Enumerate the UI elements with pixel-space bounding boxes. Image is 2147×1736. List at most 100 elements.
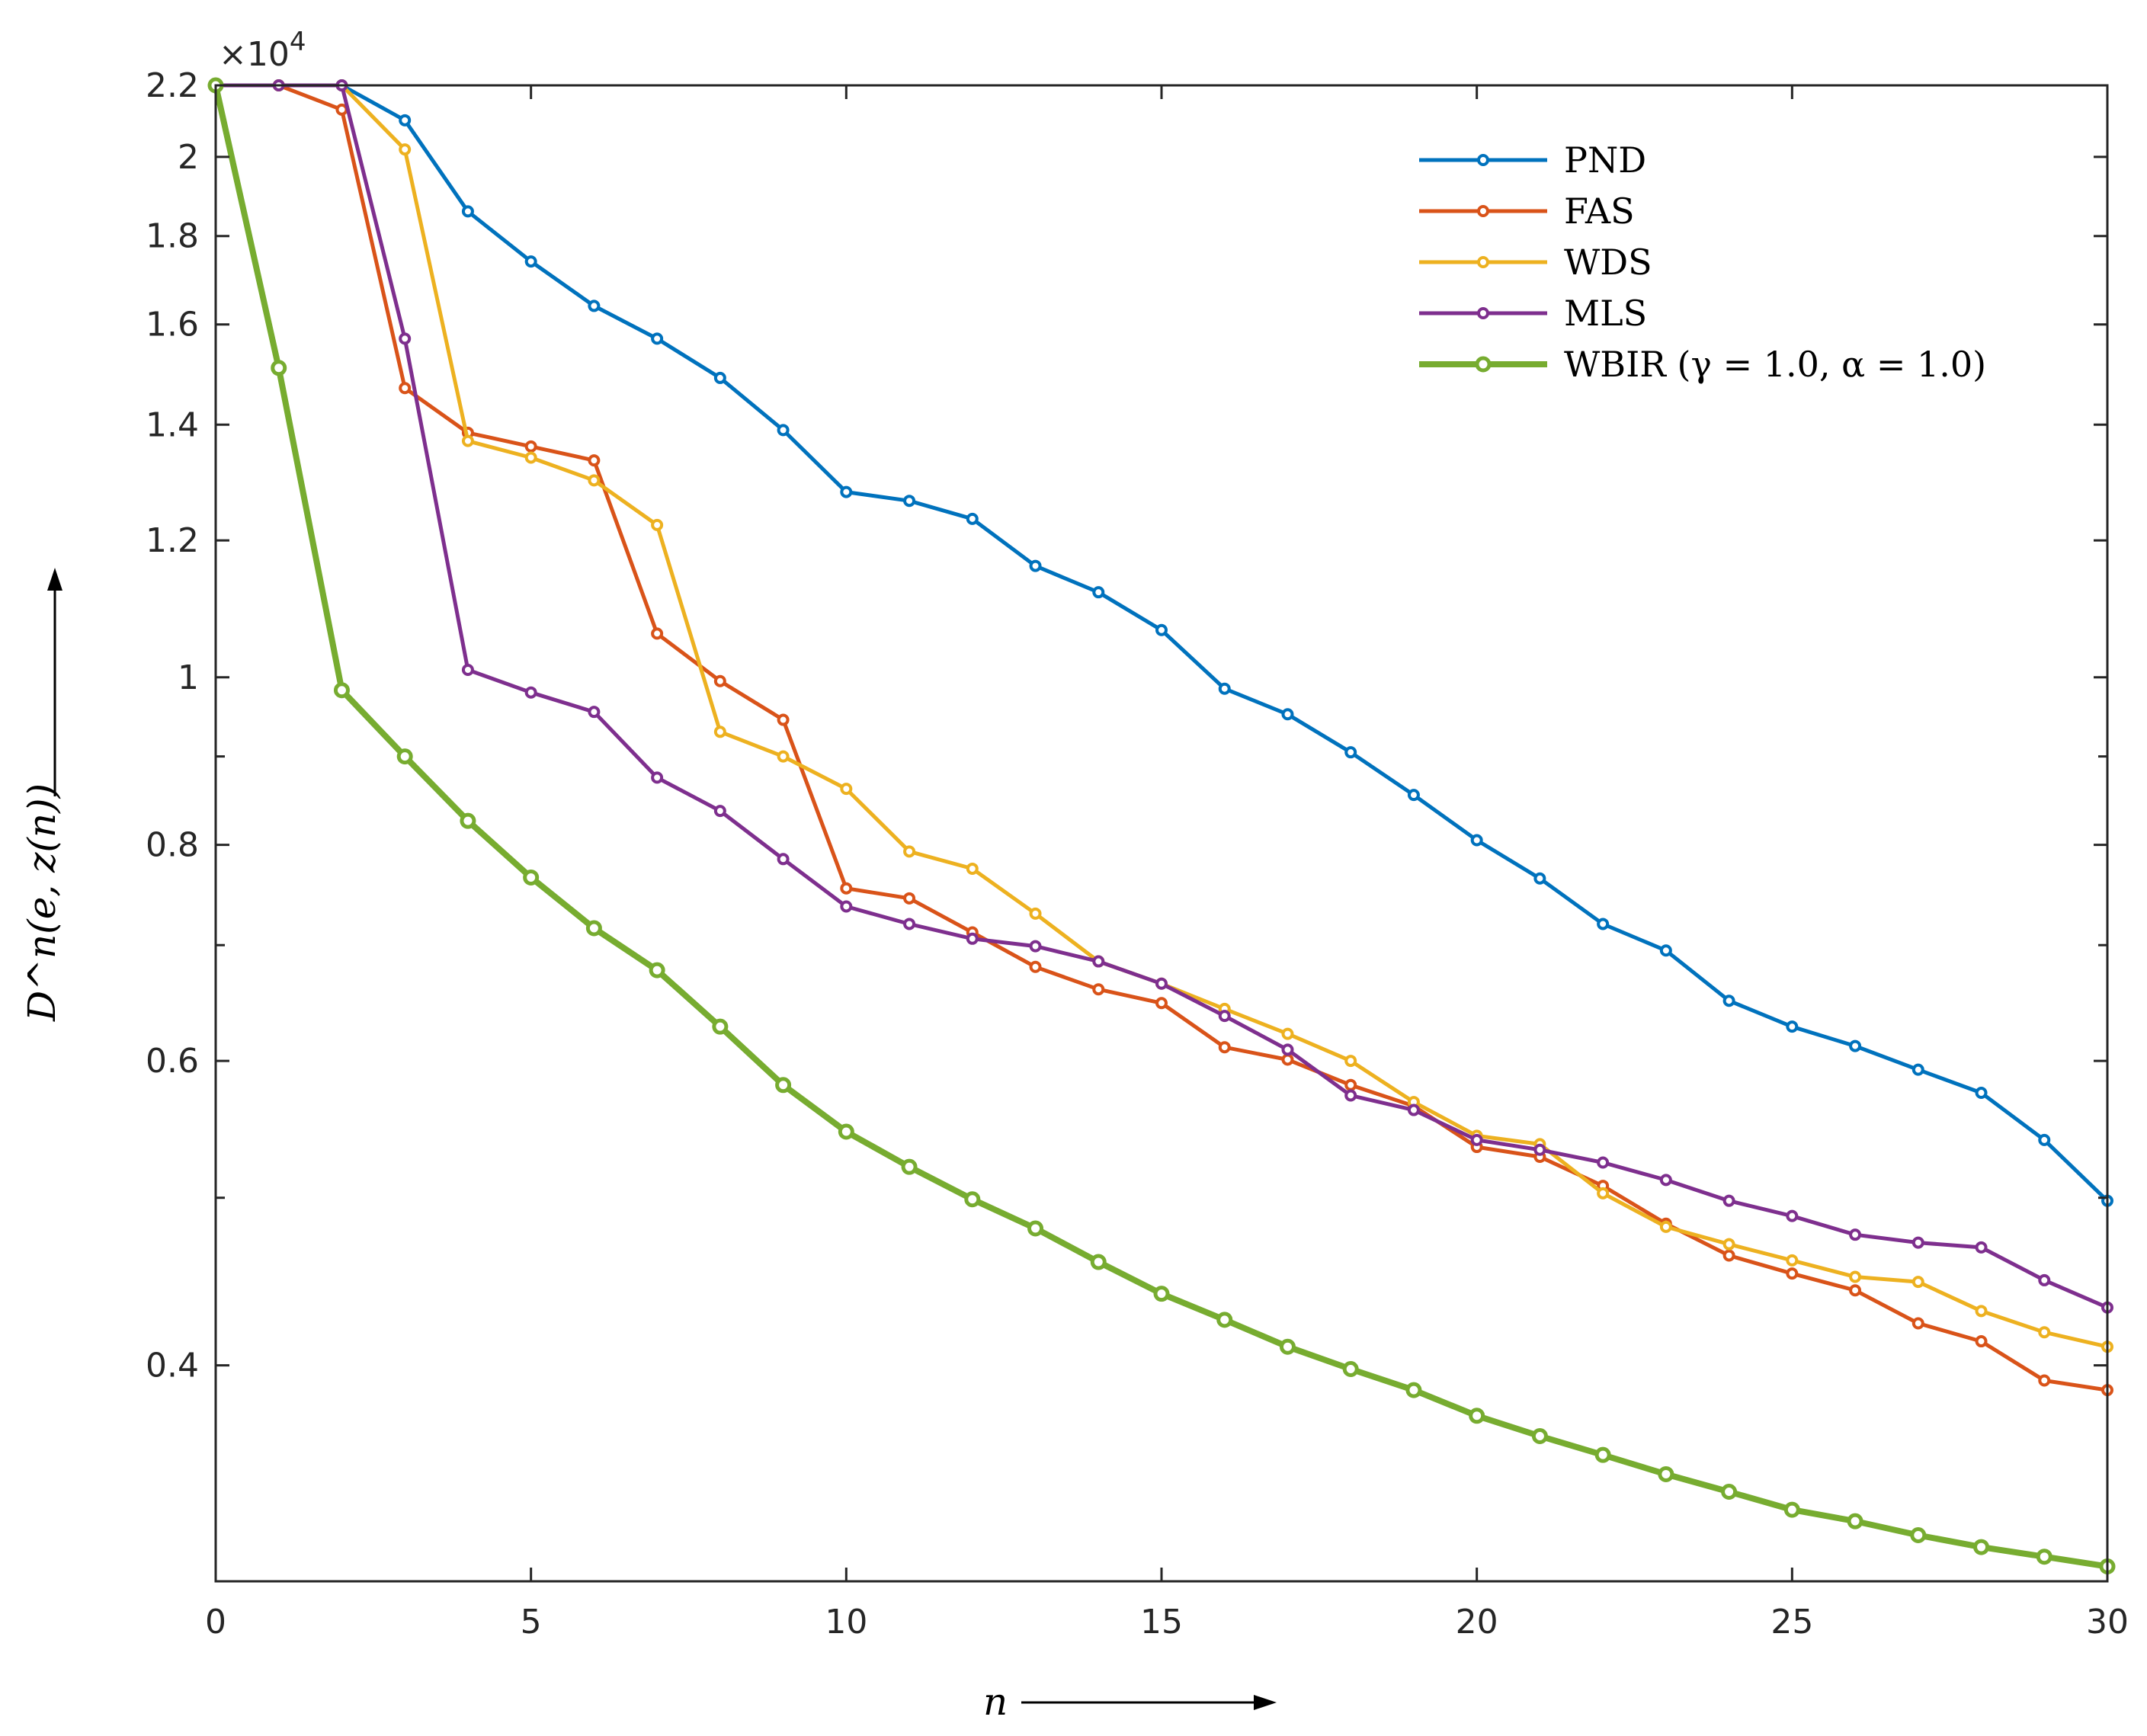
y-tick-label: 1 <box>178 658 199 697</box>
data-point <box>1722 1194 1735 1207</box>
data-point <box>1849 1284 1862 1297</box>
data-point <box>1027 1220 1044 1237</box>
data-point <box>399 143 412 156</box>
data-point <box>1722 995 1735 1007</box>
y-axis-label: D^n(e, z(n)) <box>20 783 64 1022</box>
data-point <box>964 1191 981 1208</box>
legend-entry-wbir: WBIR (γ = 1.0, α = 1.0) <box>1419 344 1986 385</box>
data-point <box>271 360 287 376</box>
data-point <box>1155 997 1168 1010</box>
data-point <box>1092 955 1105 968</box>
data-point <box>1216 1312 1233 1328</box>
data-point <box>713 674 726 687</box>
data-point <box>777 853 790 866</box>
data-point <box>461 664 474 677</box>
data-point <box>1783 1501 1800 1518</box>
data-point <box>1847 1513 1863 1529</box>
legend-label: FAS <box>1564 191 1635 232</box>
x-tick-label: 0 <box>205 1603 226 1642</box>
legend-label: MLS <box>1564 293 1647 334</box>
x-tick-label: 5 <box>521 1603 542 1642</box>
data-point <box>1533 1143 1546 1156</box>
data-point <box>1531 1427 1548 1444</box>
series-pnd <box>210 79 2113 1207</box>
data-point <box>1658 1465 1674 1482</box>
data-point <box>1722 1238 1735 1251</box>
data-point <box>1469 1408 1485 1424</box>
y-tick-label: 1.4 <box>146 405 199 444</box>
data-point <box>524 255 537 268</box>
data-point <box>1218 682 1231 695</box>
y-tick-label: 2.2 <box>146 66 199 105</box>
y-tick-label: 0.8 <box>146 826 199 865</box>
data-point <box>333 682 350 699</box>
x-axis-label-group: n <box>983 1680 1277 1724</box>
data-point <box>1597 918 1610 930</box>
x-axis-label: n <box>983 1680 1008 1724</box>
data-point <box>523 869 540 886</box>
data-point <box>651 627 664 640</box>
data-point <box>651 771 664 784</box>
data-point <box>777 713 790 726</box>
data-point <box>903 495 916 508</box>
data-point <box>1786 1267 1799 1280</box>
data-point <box>1975 1087 1988 1100</box>
data-point <box>1975 1305 1988 1318</box>
data-point <box>1786 1209 1799 1222</box>
data-point <box>1849 1270 1862 1283</box>
data-point <box>1911 1236 1924 1249</box>
data-point <box>777 424 790 437</box>
data-point <box>1659 1220 1672 1233</box>
legend-marker <box>1475 356 1492 373</box>
data-point <box>588 299 601 312</box>
data-point <box>2038 1273 2051 1286</box>
data-point <box>461 205 474 218</box>
data-point <box>777 750 790 763</box>
data-point <box>840 882 853 895</box>
data-point <box>396 748 413 765</box>
y-tick-label: 1.6 <box>146 306 199 344</box>
data-point <box>1407 789 1420 802</box>
data-point <box>585 920 602 937</box>
data-point <box>2036 1549 2052 1565</box>
data-point <box>1594 1446 1611 1463</box>
data-point <box>903 845 916 858</box>
data-point <box>712 1018 729 1035</box>
data-point <box>713 725 726 738</box>
y-tick-label: 0.4 <box>146 1347 199 1385</box>
legend-entry-wds: WDS <box>1419 242 1652 283</box>
x-tick-label: 15 <box>1140 1603 1183 1642</box>
data-point <box>335 103 348 116</box>
data-point <box>1975 1241 1988 1254</box>
data-point <box>1659 944 1672 957</box>
data-point <box>651 332 664 345</box>
data-point <box>1470 834 1483 847</box>
data-point <box>1281 1043 1294 1056</box>
y-axis-exponent-label: ×104 <box>219 27 306 74</box>
data-point <box>2038 1326 2051 1339</box>
data-point <box>1281 1027 1294 1040</box>
legend-label: WBIR (γ = 1.0, α = 1.0) <box>1564 344 1986 385</box>
data-point <box>588 706 601 719</box>
series-mls <box>210 79 2113 1314</box>
data-point <box>1281 1053 1294 1066</box>
data-point <box>1155 977 1168 990</box>
data-point <box>1911 1317 1924 1330</box>
data-point <box>1659 1174 1672 1187</box>
x-tick-label: 10 <box>825 1603 867 1642</box>
y-tick-label: 2 <box>178 138 199 177</box>
data-point <box>1911 1276 1924 1289</box>
legend-entry-mls: MLS <box>1419 293 1647 334</box>
data-point <box>1849 1228 1862 1241</box>
data-point <box>461 434 474 447</box>
data-point <box>1470 1133 1483 1146</box>
data-point <box>1344 1055 1357 1068</box>
legend-marker <box>1477 307 1489 319</box>
data-point <box>1029 559 1042 572</box>
x-tick-label: 25 <box>1770 1603 1813 1642</box>
data-point <box>1910 1526 1927 1543</box>
data-point <box>399 382 412 395</box>
data-point <box>1029 940 1042 953</box>
data-point <box>524 451 537 464</box>
